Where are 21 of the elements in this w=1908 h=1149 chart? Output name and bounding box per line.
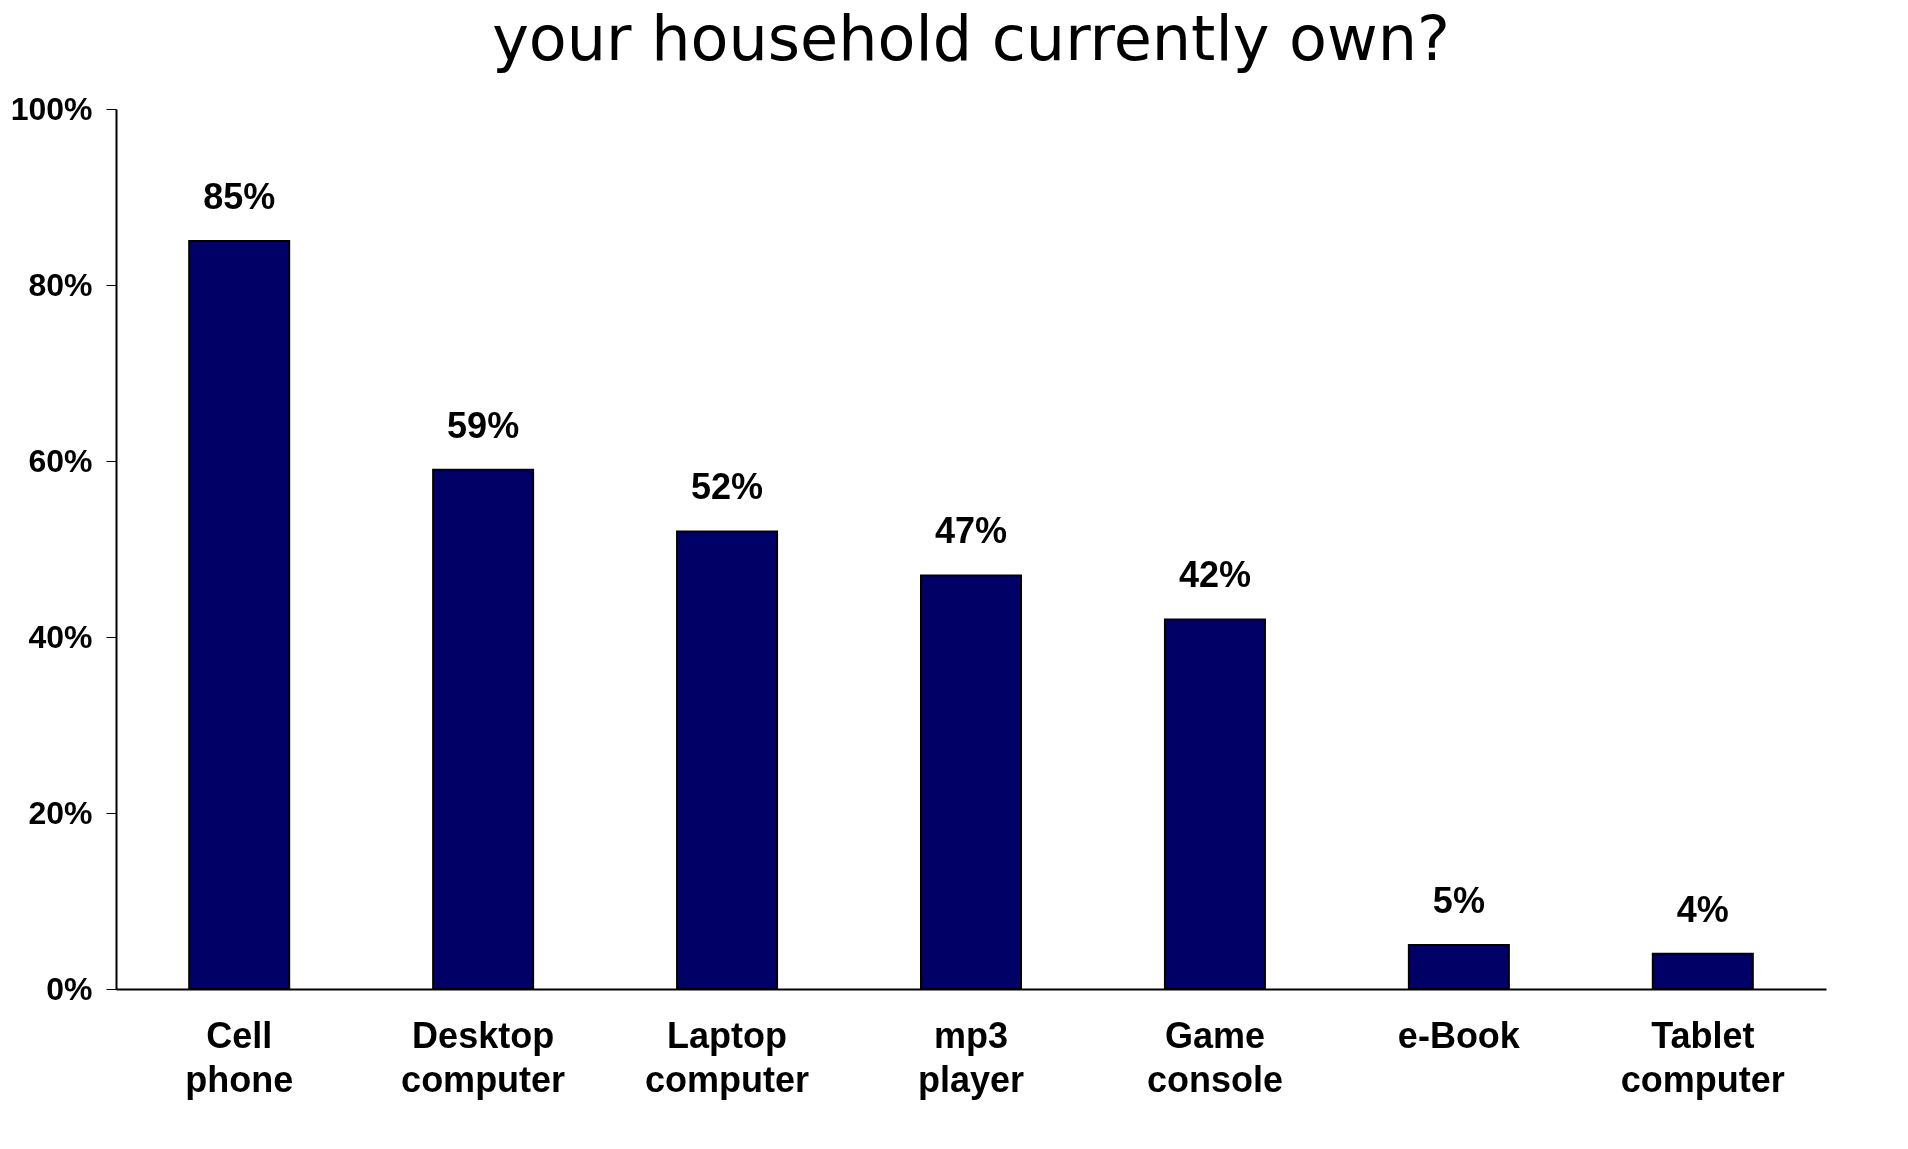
data-label: 59% bbox=[447, 404, 520, 446]
data-label: 4% bbox=[1676, 888, 1729, 930]
x-tick-label: mp3 player bbox=[917, 1014, 1025, 1100]
y-tick-label: 100% bbox=[10, 90, 93, 127]
y-tick-label: 20% bbox=[28, 794, 93, 831]
data-label: 47% bbox=[934, 510, 1008, 552]
data-label: 85% bbox=[203, 176, 276, 217]
data-label: 52% bbox=[691, 466, 764, 508]
y-tick-label: 80% bbox=[28, 266, 93, 303]
x-tick-label: e-Book bbox=[1397, 1014, 1521, 1056]
y-tick-label: 0% bbox=[46, 970, 93, 1007]
x-tick-label: Tablet computer bbox=[1620, 1014, 1785, 1100]
x-tick-label: Desktop computer bbox=[401, 1014, 566, 1100]
chart-title: your household currently own? bbox=[492, 2, 1450, 75]
y-tick-label: 40% bbox=[28, 618, 93, 655]
x-tick-label: Game console bbox=[1146, 1014, 1283, 1100]
data-label: 42% bbox=[1178, 554, 1251, 596]
x-tick-label: Cell phone bbox=[185, 1014, 294, 1100]
y-tick-label: 60% bbox=[28, 442, 93, 479]
x-tick-label: Laptop computer bbox=[645, 1014, 810, 1100]
data-label: 5% bbox=[1432, 880, 1485, 921]
